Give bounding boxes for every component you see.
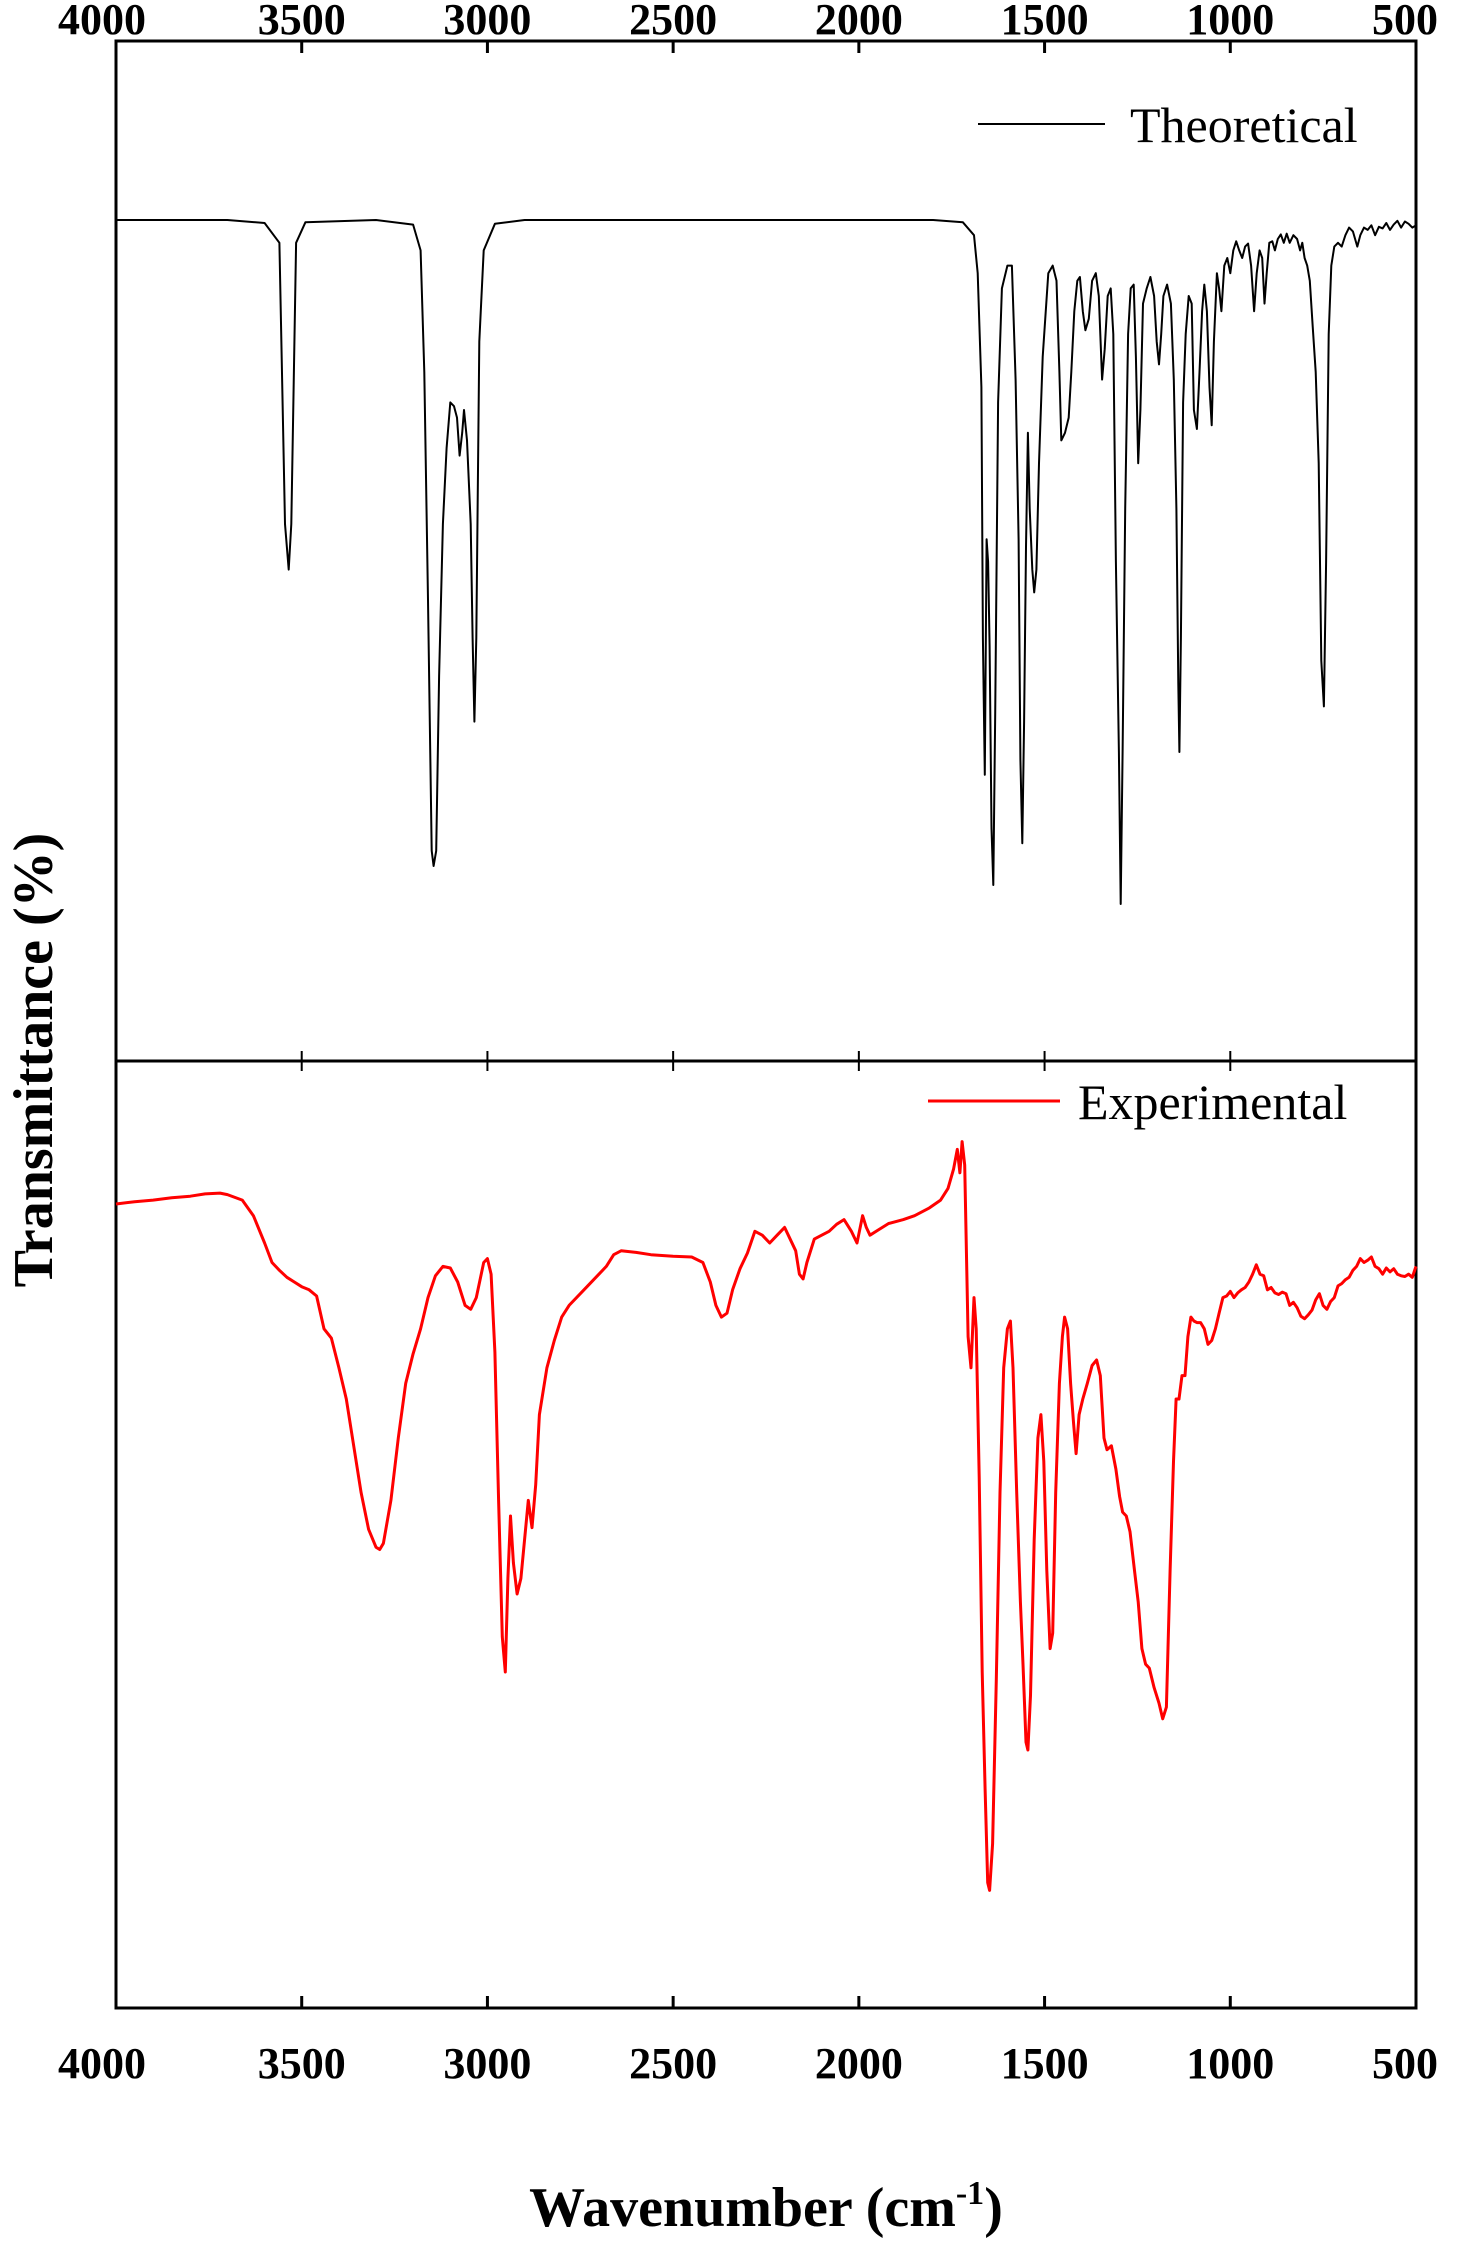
top-axis-tick-label: 4000	[58, 0, 146, 44]
legend-experimental-label: Experimental	[1078, 1074, 1347, 1130]
bottom-axis-tick-label: 1000	[1186, 2039, 1274, 2088]
bottom-x-axis: 4000 3500 3000 2500 2000 1500 1000 500	[58, 1051, 1438, 2088]
bottom-axis-tick-label: 2000	[815, 2039, 903, 2088]
top-axis-tick-label: 3000	[443, 0, 531, 44]
bottom-axis-tick-label: 4000	[58, 2039, 146, 2088]
theoretical-spectrum-line	[116, 219, 1417, 905]
bottom-panel-frame	[114, 1059, 1418, 2010]
legend-theoretical: Theoretical	[978, 97, 1358, 153]
top-axis-tick-label: 1500	[1001, 0, 1089, 44]
bottom-axis-tick-label: 500	[1372, 2039, 1438, 2088]
top-axis-tick-label: 2500	[629, 0, 717, 44]
legend-experimental: Experimental	[928, 1074, 1347, 1130]
experimental-spectrum-line	[115, 1140, 1418, 1892]
x-axis-title-main: Wavenumber (cm	[529, 2177, 956, 2239]
x-axis-title-suffix: )	[984, 2177, 1003, 2239]
top-axis-tick-label: 500	[1372, 0, 1438, 44]
top-axis-tick-label: 3500	[258, 0, 346, 44]
top-panel-frame	[114, 39, 1418, 1063]
bottom-axis-tick-label: 1500	[1001, 2039, 1089, 2088]
top-x-axis: 4000 3500 3000 2500 2000 1500 1000 500	[58, 0, 1438, 53]
top-axis-tick-label: 2000	[815, 0, 903, 44]
x-axis-title: Wavenumber (cm-1)	[529, 2175, 1003, 2239]
bottom-axis-tick-label: 2500	[629, 2039, 717, 2088]
y-axis-title: Transmittance (%)	[3, 833, 65, 1288]
x-axis-title-superscript: -1	[956, 2175, 984, 2212]
legend-theoretical-label: Theoretical	[1130, 97, 1358, 153]
top-axis-tick-label: 1000	[1186, 0, 1274, 44]
bottom-axis-tick-label: 3500	[258, 2039, 346, 2088]
bottom-axis-tick-label: 3000	[443, 2039, 531, 2088]
